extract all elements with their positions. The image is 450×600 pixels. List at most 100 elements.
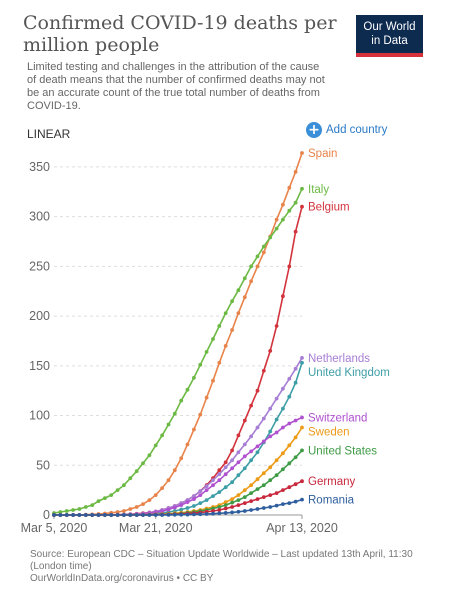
logo-line-2: in Data [371,35,408,47]
data-point [217,360,222,365]
data-point [230,505,235,509]
data-point [122,513,126,517]
data-point [274,473,279,478]
y-tick-label: 0 [43,508,50,522]
series-switzerland [52,415,304,517]
data-point [255,254,260,259]
series-label: Spain [308,148,337,160]
data-point [281,488,285,492]
data-point [261,471,266,476]
data-point [192,504,196,508]
data-point [300,425,304,430]
data-point [160,433,165,438]
series-line [54,416,303,516]
data-point [185,500,190,504]
data-point [293,380,298,385]
data-point [255,425,260,430]
data-point [274,217,279,222]
data-point [300,415,304,420]
data-point [141,502,145,506]
data-point [281,502,285,506]
data-point [293,435,298,440]
data-point [230,458,235,463]
data-point [287,376,292,381]
data-point [179,398,184,403]
scale-toggle[interactable]: LINEAR [27,127,71,141]
data-point [147,453,152,458]
data-point [236,493,241,497]
add-country-label: Add country [326,124,388,136]
data-point [274,503,279,508]
data-point [242,295,247,300]
data-point [211,483,215,488]
y-tick-label: 300 [29,210,50,224]
data-point [147,513,152,517]
y-tick-label: 150 [29,359,50,373]
series-italy [52,186,304,515]
data-point [300,448,304,453]
data-point [242,509,247,513]
data-point [236,288,241,293]
data-point [287,264,292,269]
series-spain [52,151,304,517]
data-point [255,487,260,491]
data-point [274,324,279,328]
data-point [198,412,203,417]
data-point [281,202,285,207]
data-point [198,512,203,517]
chart-subtitle: Limited testing and challenges in the at… [27,61,325,112]
data-point [293,170,298,174]
owid-logo[interactable]: Our World in Data [356,15,423,57]
data-point [230,448,235,453]
data-point [274,417,279,422]
chart-footer: Source: European CDC – Situation Update … [30,549,430,585]
data-point [223,472,228,477]
data-point [185,512,190,517]
data-point [217,324,222,328]
data-point [192,497,196,501]
add-country-button[interactable]: + Add country [306,121,387,139]
data-point [293,482,298,487]
data-point [172,468,177,473]
data-point [249,508,254,512]
data-point [160,513,165,517]
series-label: Switzerland [308,413,367,425]
series-line [54,362,303,516]
y-tick-label: 350 [29,160,50,174]
data-point [236,509,241,514]
data-point [217,505,222,509]
data-point [109,513,114,517]
data-point [223,500,228,504]
data-point [166,478,171,483]
data-point [153,493,158,497]
plus-circle-icon: + [306,122,322,138]
data-point [141,513,145,517]
data-point [230,500,235,505]
data-point [134,505,139,509]
data-point [255,450,260,455]
data-point [268,429,273,434]
data-point [261,244,266,249]
data-point [300,356,304,360]
series-label: Netherlands [308,353,370,365]
data-point [96,513,101,517]
data-point [204,350,209,354]
data-point [300,186,304,191]
data-point [198,489,203,493]
data-point [96,499,101,503]
data-point [134,513,139,517]
data-point [223,503,228,507]
data-point [211,478,215,483]
data-point [147,498,152,502]
data-point [300,479,304,484]
data-point [204,498,209,502]
data-point [204,484,209,489]
data-point [293,200,298,205]
x-tick-label: Apr 13, 2020 [266,521,338,535]
data-point [293,418,298,423]
data-point [185,387,190,392]
data-point [268,406,273,411]
data-point [300,204,304,209]
data-point [141,461,145,466]
